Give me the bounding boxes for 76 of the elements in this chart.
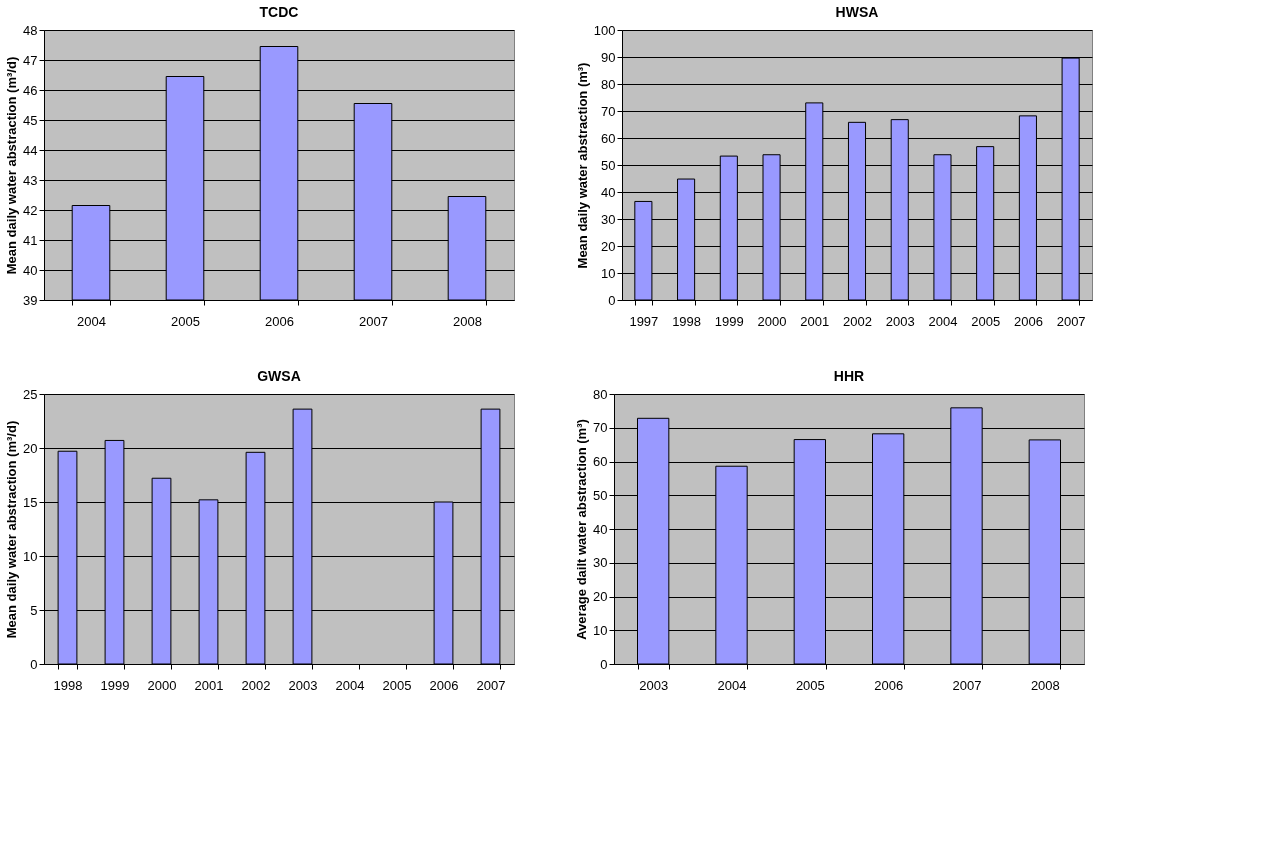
y-tick-label: 30 xyxy=(593,555,608,571)
x-tick-label: 2007 xyxy=(476,677,506,693)
x-tick-label: 2000 xyxy=(147,677,177,693)
x-tick-label: 2003 xyxy=(885,313,915,329)
y-tick-label: 5 xyxy=(30,602,38,618)
y-tick-label: 10 xyxy=(23,548,38,564)
y-tick-label: 70 xyxy=(601,103,616,119)
y-tick-label: 70 xyxy=(593,420,608,436)
x-tick-label: 2004 xyxy=(717,677,747,693)
x-tick-label: 2001 xyxy=(800,313,830,329)
chart-title: HWSA xyxy=(835,4,879,20)
x-tick-label: 2003 xyxy=(288,677,318,693)
x-tick-label: 2006 xyxy=(429,677,459,693)
y-tick-label: 100 xyxy=(593,22,616,38)
y-tick-label: 15 xyxy=(23,494,38,510)
x-tick-label: 2007 xyxy=(952,677,982,693)
y-tick-label: 50 xyxy=(601,157,616,173)
y-tick-label: 42 xyxy=(23,202,38,218)
x-tick-label: 2005 xyxy=(971,313,1001,329)
y-tick-label: 10 xyxy=(601,265,616,281)
y-tick-label: 46 xyxy=(23,82,38,98)
y-tick-label: 90 xyxy=(601,49,616,65)
x-tick-label: 2002 xyxy=(241,677,271,693)
y-tick-label: 80 xyxy=(601,76,616,92)
y-tick-label: 39 xyxy=(23,292,38,308)
x-tick-label: 1997 xyxy=(629,313,659,329)
chart-title: GWSA xyxy=(257,368,301,384)
y-tick-label: 20 xyxy=(593,589,608,604)
x-tick-label: 2002 xyxy=(843,313,872,329)
x-tick-label: 2007 xyxy=(359,313,388,329)
y-tick-label: 60 xyxy=(601,130,616,146)
y-tick-label: 0 xyxy=(600,656,608,672)
x-tick-label: 1999 xyxy=(100,677,130,693)
x-tick-label: 2008 xyxy=(1030,677,1060,693)
chart-title: TCDC xyxy=(259,4,299,20)
x-tick-label: 2004 xyxy=(335,677,365,693)
y-tick-label: 44 xyxy=(23,142,38,158)
x-tick-label: 2003 xyxy=(639,677,669,693)
y-tick-label: 25 xyxy=(23,386,38,402)
y-tick-label: 40 xyxy=(601,184,616,200)
y-tick-label: 30 xyxy=(601,211,616,227)
x-tick-label: 2007 xyxy=(1056,313,1086,329)
x-tick-label: 2006 xyxy=(265,313,294,329)
x-tick-label: 2005 xyxy=(795,677,825,693)
y-tick-label: 47 xyxy=(23,52,38,68)
y-tick-label: 50 xyxy=(593,487,608,503)
x-tick-label: 2004 xyxy=(928,313,958,329)
y-tick-label: 60 xyxy=(593,454,608,469)
y-axis-title: Mean daily water abstraction (m³/d) xyxy=(4,420,20,639)
y-tick-label: 80 xyxy=(593,386,608,402)
y-axis-title: Mean daily water abstraction (m³/d) xyxy=(4,56,20,275)
x-tick-label: 2006 xyxy=(874,677,904,693)
x-tick-label: 1998 xyxy=(672,313,702,329)
y-tick-label: 43 xyxy=(23,172,38,188)
x-tick-label: 2005 xyxy=(171,313,200,329)
y-tick-label: 20 xyxy=(601,238,616,254)
x-tick-label: 1999 xyxy=(714,313,744,329)
y-tick-label: 45 xyxy=(23,112,38,128)
y-tick-label: 0 xyxy=(608,292,616,308)
y-tick-label: 41 xyxy=(23,232,38,248)
y-tick-label: 0 xyxy=(30,656,38,672)
y-tick-label: 20 xyxy=(23,440,38,456)
x-tick-label: 2008 xyxy=(453,313,482,329)
y-tick-label: 10 xyxy=(593,622,608,638)
y-axis-title: Average dailt water abstraction (m³) xyxy=(574,419,590,640)
y-tick-label: 40 xyxy=(23,262,38,278)
y-tick-label: 40 xyxy=(593,521,608,537)
x-tick-label: 2004 xyxy=(77,313,106,329)
x-tick-label: 2005 xyxy=(382,677,412,693)
x-tick-label: 1998 xyxy=(53,677,83,693)
y-axis-title: Mean daily water abstraction (m³) xyxy=(574,62,590,269)
x-tick-label: 2006 xyxy=(1013,313,1043,329)
x-tick-label: 2001 xyxy=(194,677,224,693)
y-tick-label: 48 xyxy=(23,22,38,38)
chart-title: HHR xyxy=(833,368,865,384)
x-tick-label: 2000 xyxy=(757,313,787,329)
